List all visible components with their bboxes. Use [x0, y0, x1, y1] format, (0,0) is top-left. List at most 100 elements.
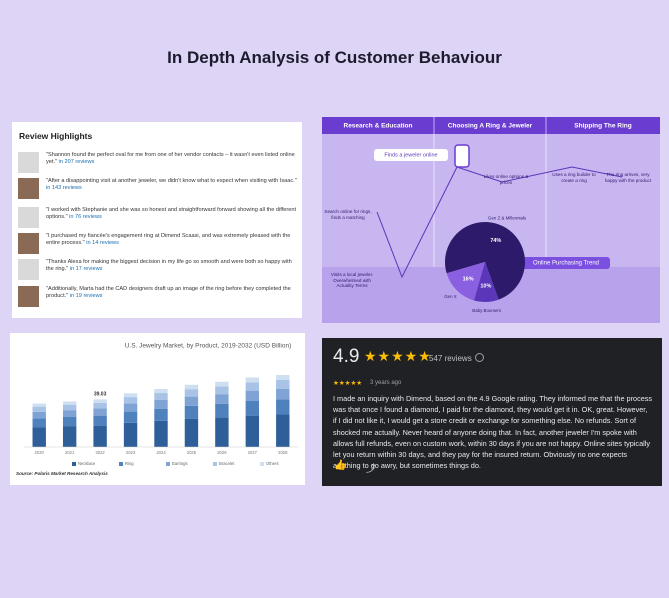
bar-segment [123, 397, 138, 404]
review-count: in 19 reviews [69, 293, 103, 300]
x-tick-label: 2022 [95, 450, 105, 455]
chart-source: Source: Polaris Market Research Analysis [16, 471, 108, 476]
legend-label: Necklace [78, 461, 96, 466]
bar-segment [154, 389, 168, 394]
review-count: in 14 reviews [86, 240, 119, 247]
legend-swatch [119, 462, 123, 466]
review-count: in 17 reviews [69, 266, 103, 273]
pie-category-label: Gen X [444, 294, 457, 299]
bar-segment [245, 400, 260, 416]
bar-segment [123, 393, 138, 398]
bar-segment [93, 402, 107, 409]
avatar [18, 152, 39, 173]
bar-segment [215, 381, 229, 387]
bar-segment [32, 403, 46, 407]
bar-segment [93, 408, 107, 416]
stage-label: Choosing A Ring & Jeweler [448, 123, 533, 130]
bar-segment [93, 415, 107, 426]
step-chip [374, 149, 448, 161]
bar-segment [245, 390, 260, 401]
bar-segment [215, 417, 229, 447]
quote: "I worked with Stephanie and she was so … [46, 207, 297, 221]
pie-value-label: 74% [490, 238, 501, 244]
stage-label: Research & Education [344, 123, 413, 130]
avatar [18, 259, 39, 280]
x-tick-label: 2025 [187, 450, 197, 455]
step-label: Visits a local jeweler. Overwhelmed with… [330, 272, 374, 289]
bar-segment [123, 422, 138, 447]
review-item: "Thanks Alexa for making the biggest dec… [18, 259, 298, 281]
x-tick-label: 2027 [248, 450, 258, 455]
bar-segment [32, 427, 46, 447]
pie-slice [473, 262, 499, 302]
review-item: "Additionally, Marta had the CAD designe… [18, 286, 298, 308]
avatar [18, 207, 39, 228]
bar-segment [184, 384, 199, 390]
share-button[interactable]: ⤴ [366, 464, 376, 475]
bar-segment [154, 408, 168, 421]
bar-segment [154, 420, 168, 447]
legend-label: Others [266, 461, 279, 466]
pie-value-label: 16% [463, 276, 474, 282]
legend-swatch [260, 462, 264, 466]
quote: "I purchased my fiancée's engagement rin… [46, 233, 291, 247]
x-tick-label: 2024 [156, 450, 166, 455]
bar-segment [215, 394, 229, 404]
total-label: 39.03 [94, 392, 107, 398]
legend-label: Ring [125, 461, 134, 466]
bar-segment [93, 399, 107, 403]
like-button[interactable]: 👍 [334, 460, 347, 471]
step-label: Finds a jeweler online [384, 152, 437, 158]
review-age: 3 years ago [370, 380, 402, 386]
info-icon[interactable] [475, 353, 484, 362]
bar-segment [184, 418, 199, 447]
bar-segment [184, 405, 199, 419]
bar-segment [215, 403, 229, 418]
google-review: 4.9 ★★★★★ 547 reviews ★★★★★ 3 years ago … [322, 338, 662, 486]
quote: "After a disappointing visit at another … [46, 178, 297, 184]
market-chart-panel: U.S. Jewelry Market, by Product, 2019-20… [10, 333, 305, 485]
rating: 4.9 [333, 346, 360, 367]
step: Search online for rings, finds a matchin… [324, 209, 372, 220]
step-label: Uses a ring builder to create a ring [552, 172, 596, 183]
x-tick-label: 2028 [278, 450, 288, 455]
bar-segment [123, 403, 138, 412]
infographic: Research & Education Choosing A Ring & Je… [322, 117, 660, 323]
pie-category-label: Baby Boomers [472, 308, 502, 313]
bar-segment [62, 416, 77, 427]
avatar [18, 233, 39, 254]
legend-label: Earrings [172, 461, 188, 466]
step-label: Search online for rings, finds a matchin… [324, 209, 372, 220]
bar-segment [154, 400, 168, 409]
bar-segment [215, 386, 229, 395]
small-stars: ★★★★★ [333, 380, 363, 387]
x-tick-label: 2021 [65, 450, 75, 455]
stage-label: Shipping The Ring [574, 123, 631, 130]
review-count: 547 reviews [429, 354, 472, 363]
x-tick-label: 2023 [126, 450, 136, 455]
review-count: in 76 reviews [69, 214, 102, 221]
quote: "Thanks Alexa for making the biggest dec… [46, 259, 292, 273]
pie-slice [445, 222, 525, 300]
bar-segment [184, 389, 199, 397]
journey-path [376, 166, 623, 279]
bar-segment [32, 406, 46, 412]
step: The ring arrives, very happy with the pr… [605, 172, 651, 183]
review-text: "Shannon found the perfect oval for me f… [46, 152, 298, 167]
page-title: In Depth Analysis of Customer Behaviour [167, 48, 502, 67]
step: Likes online options & prices [484, 174, 529, 185]
quote: "Shannon found the perfect oval for me f… [46, 152, 295, 166]
review-count: in 143 reviews [46, 185, 82, 192]
x-tick-label: 2026 [217, 450, 227, 455]
bar-segment [276, 414, 290, 447]
step: Uses a ring builder to create a ring [552, 172, 596, 183]
review-text: "After a disappointing visit at another … [46, 178, 298, 193]
bar-segment [93, 425, 107, 447]
bar-segment [184, 396, 199, 406]
legend-label: Bracelet [219, 461, 235, 466]
chart: U.S. Jewelry Market, by Product, 2019-20… [16, 343, 298, 476]
step: Visits a local jeweler. Overwhelmed with… [330, 272, 374, 289]
pie-slice [446, 262, 485, 301]
avatar [18, 286, 39, 307]
